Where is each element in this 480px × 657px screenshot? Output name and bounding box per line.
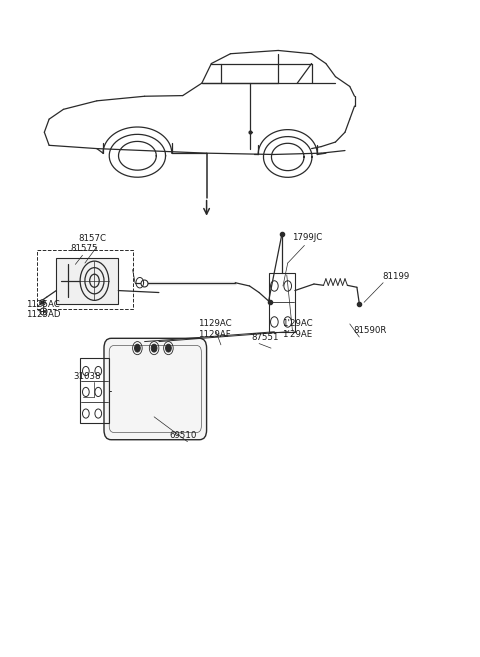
Text: 81590R: 81590R [354,326,387,335]
Text: 8157C: 8157C [79,234,107,243]
Text: 1125AC: 1125AC [26,300,60,309]
Text: 87551: 87551 [252,332,279,342]
FancyBboxPatch shape [104,338,206,440]
Text: 1'29AC: 1'29AC [281,319,312,328]
Text: 31038: 31038 [73,372,100,381]
Text: 81199: 81199 [382,272,409,281]
Text: 1129AC: 1129AC [198,319,232,328]
Circle shape [151,344,157,352]
Circle shape [134,344,140,352]
Text: 1125AD: 1125AD [26,310,60,319]
Text: 1799JC: 1799JC [291,233,322,242]
Text: 69510: 69510 [169,431,197,440]
FancyBboxPatch shape [56,258,118,304]
Text: 81575: 81575 [71,244,98,252]
Text: 1129AF: 1129AF [198,330,231,339]
Text: 1'29AE: 1'29AE [281,330,312,339]
Circle shape [166,344,171,352]
